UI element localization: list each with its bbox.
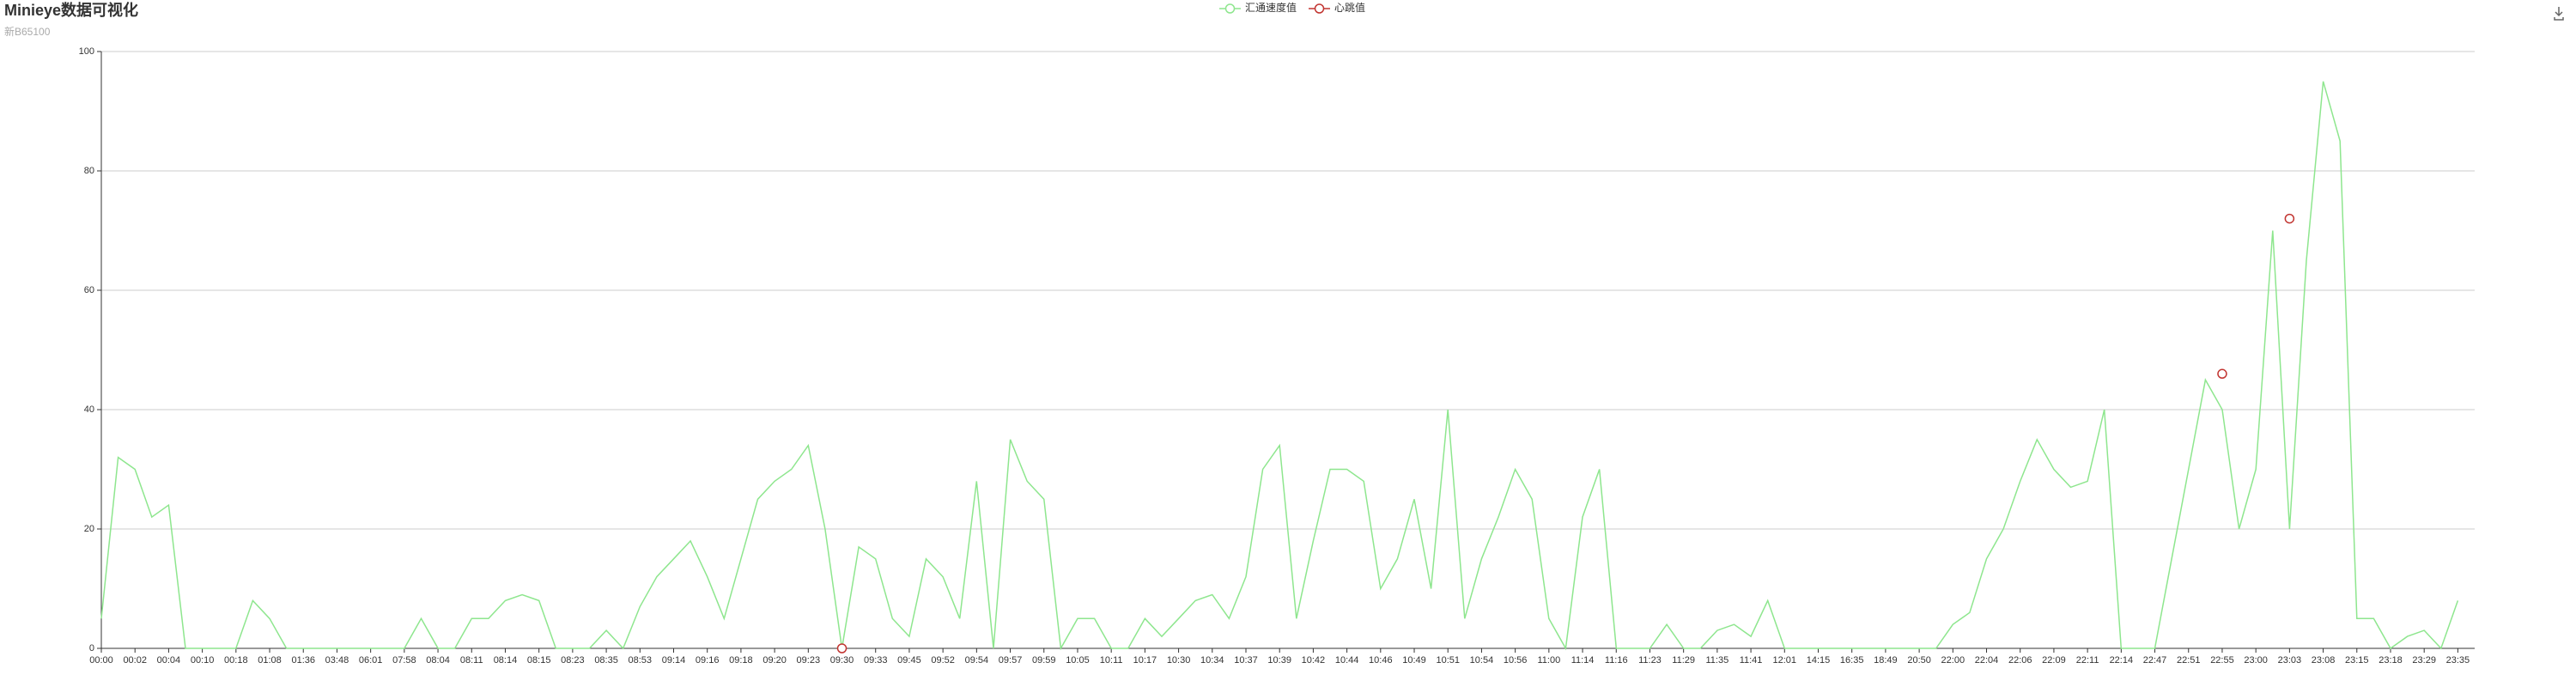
x-tick-label: 10:44	[1335, 655, 1359, 666]
x-tick-label: 10:42	[1302, 655, 1326, 666]
x-tick-label: 10:17	[1133, 655, 1157, 666]
x-tick-label: 11:14	[1571, 655, 1595, 666]
x-tick-label: 09:14	[662, 655, 686, 666]
x-tick-label: 09:33	[864, 655, 888, 666]
point	[2217, 368, 2227, 380]
x-tick-label: 11:23	[1638, 655, 1662, 666]
x-tick-label: 10:39	[1267, 655, 1291, 666]
x-tick-label: 10:56	[1504, 655, 1528, 666]
x-tick-label: 11:35	[1706, 655, 1729, 666]
x-tick-label: 01:08	[258, 655, 282, 666]
x-tick-label: 20:50	[1907, 655, 1931, 666]
x-tick-label: 09:52	[931, 655, 955, 666]
x-tick-label: 08:04	[426, 655, 450, 666]
y-tick-label: 40	[84, 404, 94, 415]
x-tick-label: 09:54	[965, 655, 989, 666]
x-tick-label: 08:53	[629, 655, 653, 666]
x-tick-label: 09:59	[1032, 655, 1056, 666]
x-tick-label: 22:04	[1975, 655, 1999, 666]
x-tick-label: 07:58	[392, 655, 416, 666]
x-tick-label: 08:15	[527, 655, 551, 666]
x-tick-label: 10:54	[1470, 655, 1494, 666]
x-tick-label: 00:18	[224, 655, 248, 666]
x-tick-label: 16:35	[1840, 655, 1864, 666]
x-tick-label: 10:46	[1369, 655, 1393, 666]
x-tick-label: 18:49	[1874, 655, 1898, 666]
x-tick-label: 23:03	[2278, 655, 2302, 666]
x-tick-label: 22:14	[2110, 655, 2134, 666]
x-tick-label: 08:23	[561, 655, 585, 666]
x-tick-label: 11:29	[1672, 655, 1695, 666]
x-tick-label: 00:02	[123, 655, 147, 666]
x-tick-label: 23:29	[2412, 655, 2436, 666]
x-tick-label: 09:20	[762, 655, 787, 666]
download-icon[interactable]	[2554, 7, 2564, 21]
x-tick-label: 10:37	[1234, 655, 1258, 666]
x-tick-label: 23:00	[2244, 655, 2268, 666]
y-tick-label: 0	[89, 643, 94, 654]
x-tick-label: 11:00	[1537, 655, 1560, 666]
x-tick-label: 22:11	[2076, 655, 2099, 666]
x-tick-label: 10:11	[1100, 655, 1123, 666]
x-tick-label: 01:36	[291, 655, 315, 666]
x-tick-label: 11:41	[1740, 655, 1763, 666]
point	[2284, 213, 2295, 224]
x-tick-label: 22:55	[2210, 655, 2234, 666]
x-tick-label: 10:30	[1167, 655, 1191, 666]
x-tick-label: 08:14	[494, 655, 518, 666]
x-tick-label: 23:15	[2345, 655, 2369, 666]
x-tick-label: 09:57	[999, 655, 1023, 666]
x-tick-label: 00:00	[89, 655, 113, 666]
chart-subtitle: 新B65100	[4, 25, 51, 38]
download-glyph[interactable]	[2554, 7, 2564, 21]
x-tick-label: 22:00	[1941, 655, 1965, 666]
x-tick-label: 22:51	[2177, 655, 2201, 666]
chart-title: Minieye数据可视化	[4, 1, 138, 19]
legend-item[interactable]: 心跳值	[1309, 1, 1365, 14]
x-tick-label: 22:47	[2143, 655, 2167, 666]
x-tick-label: 09:18	[729, 655, 753, 666]
x-tick-label: 08:35	[594, 655, 618, 666]
x-tick-label: 09:23	[797, 655, 821, 666]
y-tick-label: 80	[84, 166, 94, 176]
x-tick-label: 11:16	[1605, 655, 1628, 666]
line-series	[100, 81, 2459, 651]
x-tick-label: 09:16	[696, 655, 720, 666]
x-tick-label: 22:09	[2042, 655, 2066, 666]
y-tick-label: 100	[79, 46, 94, 57]
x-tick-label: 06:01	[359, 655, 383, 666]
legend-label: 汇通速度值	[1245, 1, 1297, 14]
point	[836, 643, 848, 654]
x-tick-label: 10:34	[1200, 655, 1224, 666]
x-tick-label: 23:08	[2312, 655, 2336, 666]
x-tick-label: 00:04	[157, 655, 181, 666]
x-tick-label: 10:05	[1066, 655, 1090, 666]
x-tick-label: 00:10	[191, 655, 215, 666]
x-tick-label: 09:30	[830, 655, 854, 666]
x-tick-label: 23:18	[2379, 655, 2403, 666]
x-tick-label: 09:45	[897, 655, 921, 666]
x-tick-label: 10:49	[1402, 655, 1426, 666]
legend-symbol	[1224, 3, 1236, 14]
y-tick-label: 20	[84, 524, 94, 534]
legend-symbol	[1314, 3, 1325, 14]
x-tick-label: 23:35	[2446, 655, 2470, 666]
x-tick-label: 22:06	[2008, 655, 2032, 666]
x-tick-label: 12:01	[1773, 655, 1797, 666]
x-tick-label: 10:51	[1436, 655, 1460, 666]
legend-item[interactable]: 汇通速度值	[1219, 1, 1297, 14]
legend-label: 心跳值	[1334, 1, 1365, 14]
x-tick-label: 08:11	[460, 655, 483, 666]
y-tick-label: 60	[84, 285, 94, 295]
x-tick-label: 03:48	[325, 655, 349, 666]
x-tick-label: 14:15	[1807, 655, 1831, 666]
